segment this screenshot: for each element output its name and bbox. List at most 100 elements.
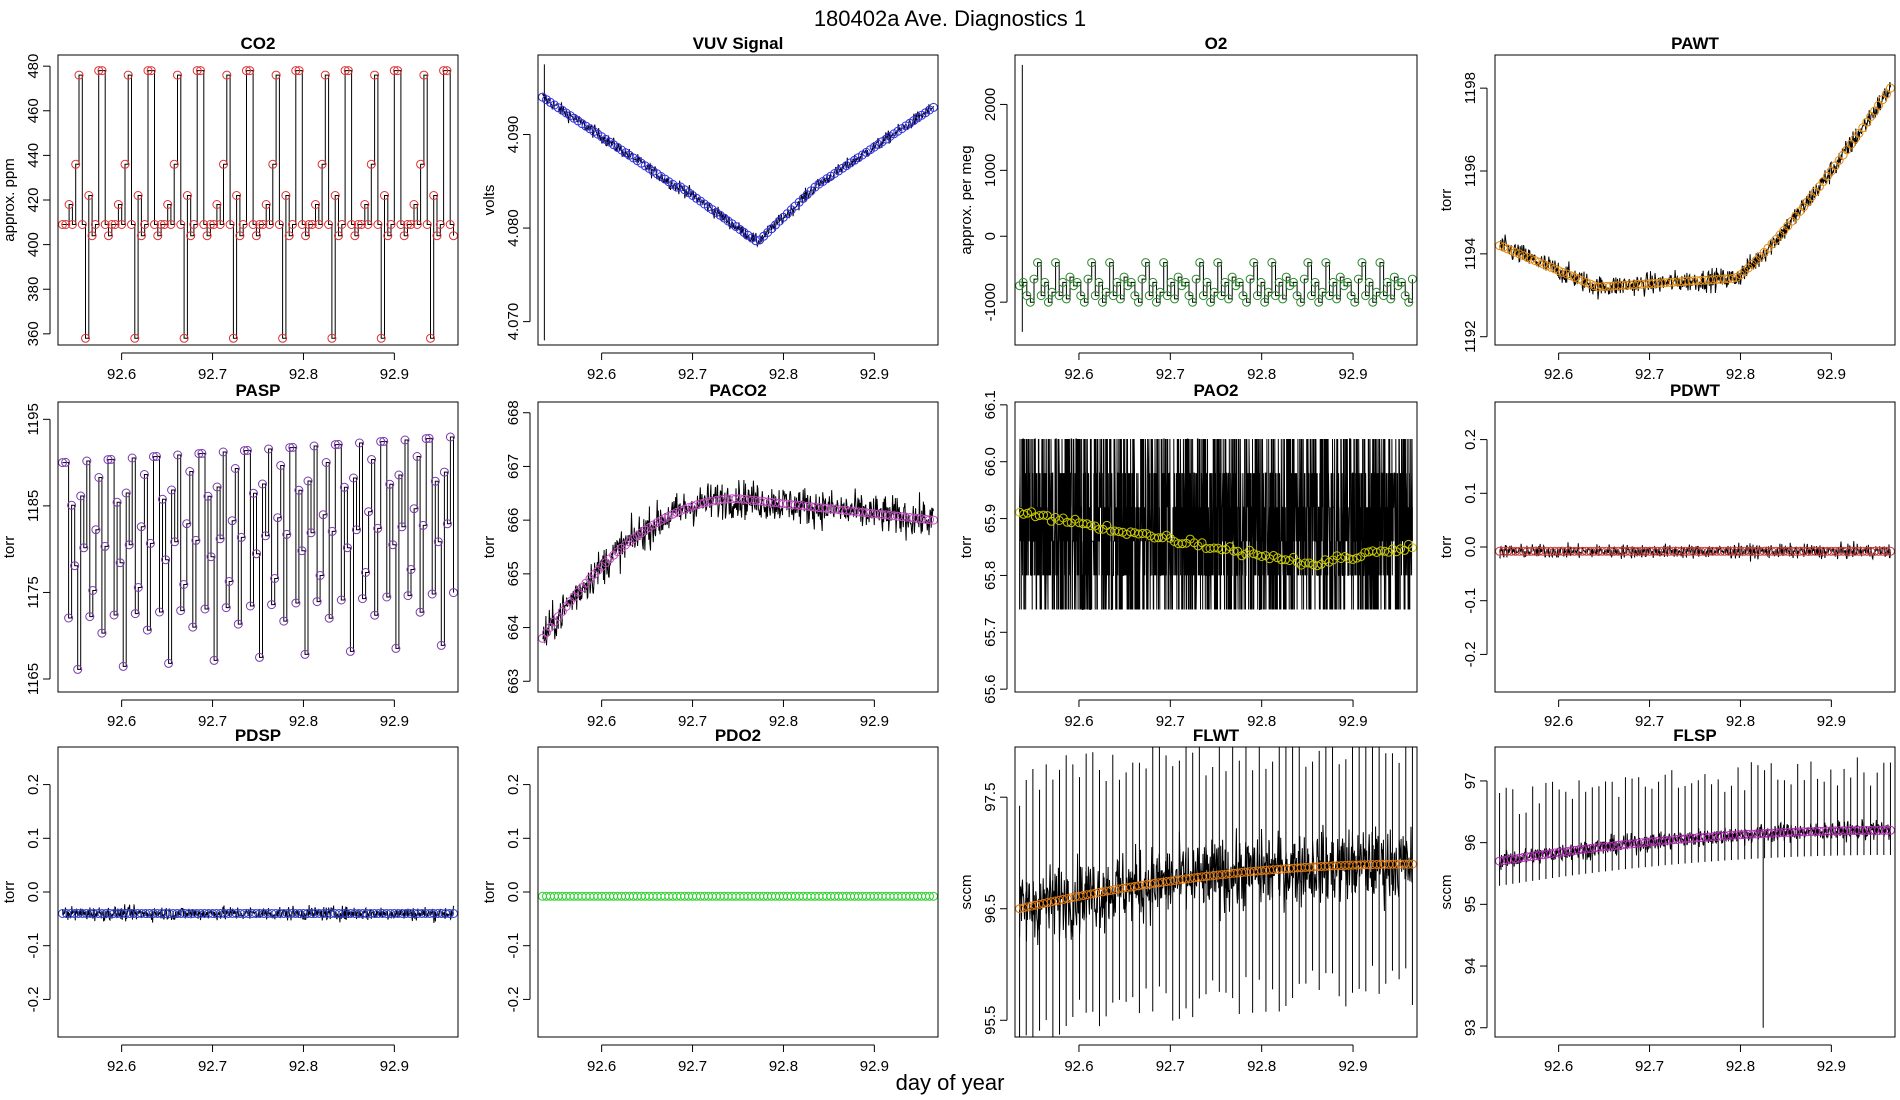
x-tick-label: 92.9	[380, 366, 409, 383]
panel-title: PDSP	[235, 726, 281, 745]
average-point	[1407, 859, 1417, 869]
average-point	[1404, 859, 1413, 869]
x-tick-label: 92.7	[1156, 713, 1185, 730]
y-tick-label: -0.2	[25, 986, 42, 1012]
average-point	[672, 182, 682, 192]
average-point	[421, 434, 431, 444]
y-tick-label: 400	[25, 232, 42, 257]
average-point	[79, 543, 89, 553]
average-point	[361, 568, 371, 577]
average-point	[1310, 277, 1320, 287]
average-point	[1728, 273, 1737, 283]
average-point	[159, 220, 169, 229]
average-point	[152, 451, 161, 461]
average-point	[1375, 258, 1385, 268]
y-axis-label: torr	[1438, 189, 1455, 212]
average-point	[91, 525, 101, 535]
average-point	[397, 522, 407, 532]
x-tick-label: 92.9	[380, 1058, 409, 1075]
x-tick-label: 92.7	[1635, 713, 1664, 730]
average-point	[1170, 294, 1180, 304]
average-point	[424, 433, 434, 443]
average-point	[1051, 258, 1061, 268]
average-point	[1144, 291, 1154, 301]
average-point	[1079, 297, 1089, 307]
average-point	[422, 220, 432, 229]
average-point	[1252, 291, 1262, 301]
average-point	[339, 482, 349, 492]
x-tick-label: 92.9	[860, 1058, 889, 1075]
average-point	[170, 537, 180, 547]
average-point	[282, 529, 292, 539]
average-point	[143, 66, 153, 76]
average-point	[199, 220, 209, 229]
average-point	[1570, 272, 1580, 282]
y-axis-label: torr	[1, 881, 18, 904]
x-tick-label: 92.8	[1247, 713, 1276, 730]
average-point	[191, 535, 201, 545]
average-point	[273, 513, 283, 523]
average-point	[203, 491, 213, 501]
average-point	[382, 592, 392, 602]
average-point	[415, 607, 425, 617]
average-point	[1162, 291, 1172, 301]
average-point	[1389, 272, 1399, 282]
y-tick-label: 95.5	[982, 1006, 999, 1035]
average-point	[1256, 277, 1266, 287]
panel-title: CO2	[241, 34, 276, 53]
average-point	[925, 515, 934, 525]
average-point	[307, 220, 317, 229]
average-point	[1530, 256, 1540, 266]
average-point	[200, 604, 210, 614]
average-point	[291, 598, 301, 608]
average-point	[1029, 274, 1039, 284]
average-point	[227, 516, 237, 526]
x-tick-label: 92.7	[198, 1058, 227, 1075]
average-point	[1062, 517, 1072, 527]
average-point	[1220, 277, 1230, 287]
average-point	[294, 66, 304, 76]
average-point	[205, 220, 215, 229]
average-point	[248, 220, 258, 229]
average-point	[403, 220, 412, 229]
y-axis-label: torr	[481, 536, 498, 559]
average-point	[1260, 297, 1270, 307]
average-point	[352, 525, 361, 535]
average-point	[1325, 291, 1334, 301]
average-point	[301, 231, 311, 241]
y-axis-label: approx. per meg	[958, 145, 975, 254]
average-point	[71, 159, 81, 169]
plot-area	[1015, 438, 1417, 610]
average-point	[113, 200, 123, 209]
average-point	[182, 191, 192, 200]
plot-area	[1015, 64, 1417, 332]
plot-frame	[537, 746, 939, 1038]
average-point	[426, 333, 435, 343]
plot-area	[1495, 757, 1895, 1028]
average-point	[61, 457, 71, 467]
y-tick-label: 380	[25, 277, 42, 302]
average-point	[436, 640, 446, 650]
average-point	[1518, 251, 1528, 261]
average-point	[1173, 272, 1183, 282]
average-point	[358, 594, 367, 604]
y-tick-label: 66.1	[982, 390, 999, 419]
average-point	[376, 333, 386, 343]
average-point	[1112, 277, 1122, 287]
average-point	[337, 220, 347, 229]
y-tick-label: 0.0	[1462, 537, 1479, 558]
x-tick-label: 92.7	[1635, 366, 1664, 383]
x-tick-label: 92.6	[587, 366, 616, 383]
average-point	[158, 494, 167, 504]
average-point	[166, 220, 176, 229]
average-point	[1148, 277, 1158, 287]
average-point	[100, 541, 110, 551]
average-point	[146, 66, 156, 76]
average-point	[242, 445, 252, 455]
average-point	[1065, 272, 1075, 282]
x-tick-label: 92.6	[1064, 1058, 1093, 1075]
average-point	[330, 191, 340, 200]
average-point	[218, 447, 228, 457]
average-point	[442, 519, 452, 529]
panel-title: O2	[1205, 34, 1228, 53]
